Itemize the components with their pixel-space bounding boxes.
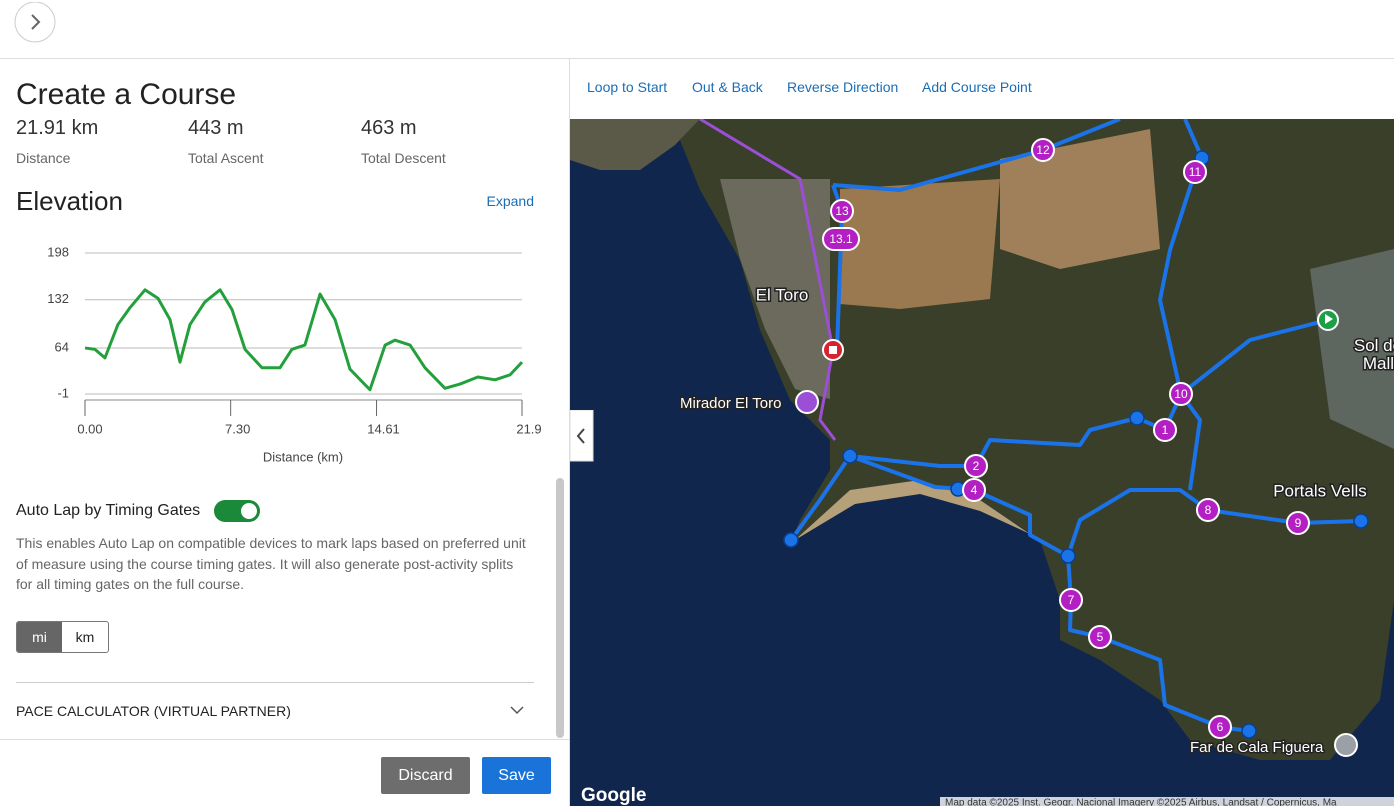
course-point-marker <box>830 199 854 223</box>
town <box>720 179 830 399</box>
place-label: Portals Vells <box>1273 481 1367 500</box>
course-point-label: 4 <box>971 483 978 497</box>
course-point-marker <box>964 454 988 478</box>
collapse-tab[interactable] <box>570 410 594 462</box>
course-point-label: 13 <box>835 204 849 218</box>
auto-lap-label: Auto Lap by Timing Gates <box>16 502 201 519</box>
course-point-marker <box>962 478 986 502</box>
attribution-bg <box>940 797 1394 806</box>
elevation-chart: -1 64 132 198 0.00 7.30 14.61 21.9 Distance (km) <box>47 244 541 464</box>
map-logo: Google <box>581 785 646 806</box>
course-point-marker <box>1196 498 1220 522</box>
stat-label: Distance <box>16 150 71 166</box>
stats: 21.91 km 443 m 463 m Distance Total Asce… <box>0 119 552 174</box>
course-point-label: 13.1 <box>829 232 853 246</box>
course-point-marker <box>1208 715 1232 739</box>
course-point-marker <box>822 227 860 251</box>
toolbar-link[interactable]: Loop to Start <box>587 79 668 95</box>
place-label-line: Sol de <box>1354 336 1394 355</box>
stat-value: 463 m <box>361 119 417 139</box>
map-attribution: Map data ©2025 Inst. Geogr. Nacional Ima… <box>945 798 1337 806</box>
course-point-label: 5 <box>1097 630 1104 644</box>
route-point <box>842 448 858 464</box>
top-bar <box>0 0 1394 59</box>
route-point <box>1241 723 1257 739</box>
route-point <box>1353 513 1369 529</box>
unit-toggle: mi km <box>16 621 109 653</box>
course-point-label: 10 <box>1174 387 1188 401</box>
course-point-label: 12 <box>1036 143 1050 157</box>
toolbar-link[interactable]: Out & Back <box>692 79 763 95</box>
route-point <box>783 532 799 548</box>
land <box>570 119 700 170</box>
toggle-knob <box>241 503 257 519</box>
unit-km[interactable]: km <box>75 629 95 645</box>
end-flag <box>829 346 837 354</box>
route-point <box>1129 410 1145 426</box>
place-label: Mirador El Toro <box>680 395 781 412</box>
x-tick-label: 21.9 <box>516 421 541 436</box>
panel-title: Create a Course <box>16 78 237 111</box>
footer-divider <box>0 739 569 740</box>
route <box>789 119 1362 733</box>
course-point-label: 2 <box>973 459 980 473</box>
stat-label: Total Descent <box>361 150 446 166</box>
course-point-label: 6 <box>1217 720 1224 734</box>
course-point-label: 11 <box>1189 165 1202 179</box>
y-tick-label: 132 <box>47 291 69 306</box>
course-point-label: 7 <box>1068 593 1075 607</box>
course-point-marker <box>1169 382 1193 406</box>
auto-lap-description: This enables Auto Lap on compatible devi… <box>16 535 526 592</box>
y-tick-label: -1 <box>57 385 69 400</box>
expand-link[interactable]: Expand <box>486 193 534 209</box>
course-point-marker <box>1286 511 1310 535</box>
place-label: El Toro <box>756 285 809 304</box>
course-point-label: 8 <box>1205 503 1212 517</box>
beach <box>795 480 1030 540</box>
course-point-label: 9 <box>1295 516 1302 530</box>
place-label-line: Mallorca <box>1363 354 1394 373</box>
stat-value: 21.91 km <box>16 119 99 139</box>
scrollbar <box>556 478 564 738</box>
stat-label: Total Ascent <box>188 150 264 166</box>
toolbar-link[interactable]: Add Course Point <box>922 79 1032 95</box>
toolbar-link[interactable]: Reverse Direction <box>787 79 899 95</box>
save-button[interactable]: Save <box>482 757 551 794</box>
course-point-marker <box>1153 418 1177 442</box>
elevation-line <box>84 288 524 392</box>
course-point-label: 1 <box>1162 423 1169 437</box>
town <box>1310 249 1394 449</box>
poi-icon <box>795 390 819 414</box>
auto-lap-toggle[interactable] <box>214 500 260 522</box>
course-point-marker <box>1059 588 1083 612</box>
stat-value: 443 m <box>188 119 244 139</box>
route-point <box>1060 548 1076 564</box>
field <box>840 179 1000 309</box>
field <box>1000 129 1160 269</box>
poi-icon <box>1334 733 1358 757</box>
y-tick-label: 64 <box>55 339 69 354</box>
x-tick-label: 0.00 <box>77 421 102 436</box>
course-point-marker <box>1031 138 1055 162</box>
x-tick-label: 7.30 <box>225 421 250 436</box>
divider <box>16 682 534 683</box>
place-label: Far de Cala Figuera <box>1190 739 1324 756</box>
y-tick-label: 198 <box>47 244 69 259</box>
pace-calculator[interactable]: PACE CALCULATOR (VIRTUAL PARTNER) <box>16 703 291 719</box>
course-point-marker <box>1183 160 1207 184</box>
discard-button[interactable]: Discard <box>381 757 470 794</box>
elevation-title: Elevation <box>16 186 123 216</box>
x-axis-label: Distance (km) <box>263 449 343 464</box>
expand-button[interactable] <box>14 2 56 44</box>
chevron-down <box>510 706 524 715</box>
course-point-marker <box>1088 625 1112 649</box>
start-flag <box>1325 314 1333 324</box>
unit-mi[interactable]: mi <box>17 622 62 652</box>
place-label: Sol deMallorca <box>1354 336 1394 373</box>
x-tick-label: 14.61 <box>367 421 400 436</box>
